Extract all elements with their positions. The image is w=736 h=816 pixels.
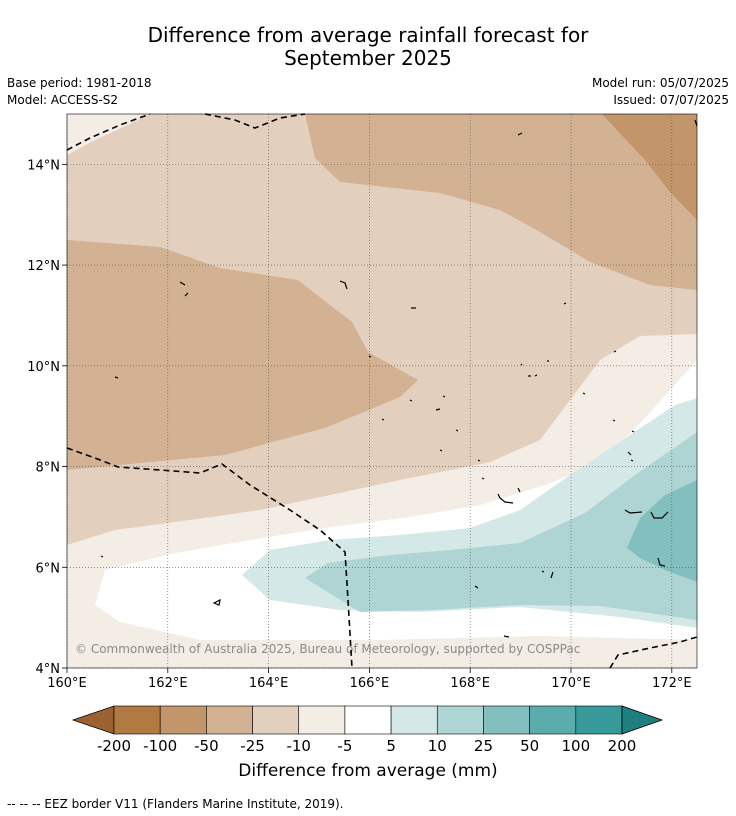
colorbar-label: -10 [286,737,311,755]
colorbar-extend-low [71,705,115,735]
colorbar-title: Difference from average (mm) [238,761,498,781]
colorbar-box [252,705,300,735]
colorbar-label: -50 [194,737,219,755]
y-tick-label: 6°N [36,561,61,576]
x-tick-label: 172°E [652,676,692,691]
x-tick-label: 162°E [148,676,188,691]
map-axes: 160°E 162°E 164°E 166°E 168°E 170°E 172°E 4°N 6°… [27,158,691,691]
colorbar: -200 -100 -50 -25 -10 -5 5 10 25 50 100 200 [71,705,664,755]
colorbar-box [529,705,577,735]
colorbar-label: 5 [386,737,396,755]
colorbar-box [344,705,392,735]
eez-border [66,113,698,669]
x-tick-label: 166°E [350,676,390,691]
colorbar-label: 10 [428,737,447,755]
colorbar-label: -100 [143,737,177,755]
x-tick-label: 168°E [450,676,490,691]
y-tick-label: 14°N [27,158,60,173]
islands [100,119,698,638]
colorbar-label: 200 [608,737,637,755]
colorbar-label: 25 [474,737,493,755]
colorbar-label: -5 [337,737,352,755]
y-tick-label: 10°N [27,360,60,375]
colorbar-extend-high [621,705,664,735]
x-tick-label: 170°E [551,676,591,691]
colorbar-box [159,705,207,735]
x-tick-label: 164°E [249,676,289,691]
y-tick-label: 8°N [36,461,61,476]
x-tick-label: 160°E [47,676,87,691]
title-line-2: September 2025 [284,46,452,70]
colorbar-box [483,705,530,735]
model-name: Model: ACCESS-S2 [7,93,119,107]
y-tick-label: 4°N [36,662,61,677]
title-line-1: Difference from average rainfall forecas… [147,23,589,47]
model-run: Model run: 05/07/2025 [591,76,729,90]
colorbar-box [206,705,253,735]
rainfall-field [67,114,697,668]
colorbar-box [390,705,438,735]
base-period: Base period: 1981-2018 [7,76,152,90]
colorbar-label: -200 [97,737,131,755]
colorbar-label: 100 [561,737,590,755]
colorbar-box [575,705,623,735]
copyright-watermark: © Commonwealth of Australia 2025, Bureau… [75,642,580,656]
colorbar-box [436,705,484,735]
y-tick-label: 12°N [27,259,60,274]
colorbar-box [298,705,346,735]
map-frame [66,113,698,669]
colorbar-label: 50 [520,737,539,755]
issued-date: Issued: 07/07/2025 [613,93,729,107]
eez-footnote: -- -- -- EEZ border V11 (Flanders Marine… [7,797,344,811]
colorbar-box [113,705,161,735]
colorbar-label: -25 [240,737,265,755]
